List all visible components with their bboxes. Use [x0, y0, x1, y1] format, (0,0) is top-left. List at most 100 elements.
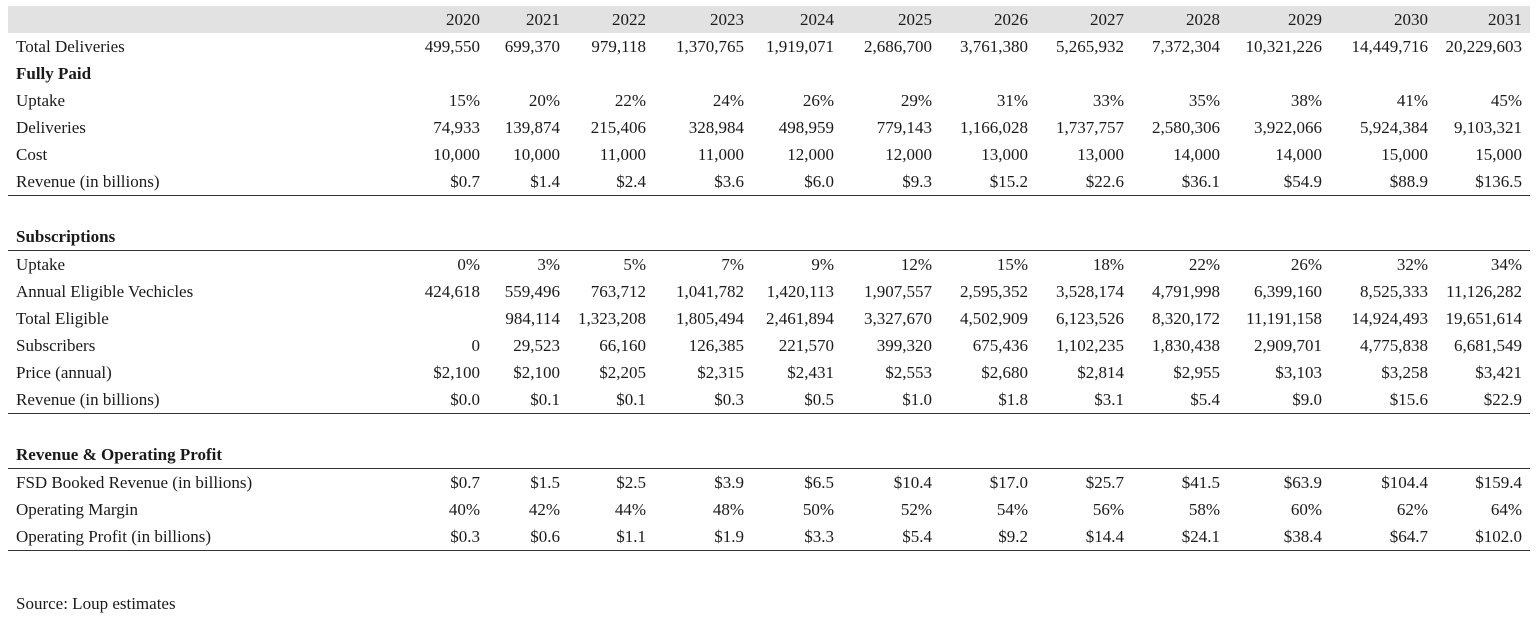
value-cell: 6,681,549 [1454, 336, 1522, 355]
revenue-profit-row: Operating Profit (in billions) $0.3 $0.6 $1… [8, 523, 1530, 551]
value-cell: 26% [802, 91, 834, 110]
value-cell: $1.8 [940, 386, 1036, 414]
value-cell: $2,315 [697, 363, 744, 382]
value-cell: $2,100 [513, 363, 560, 382]
value-cell: 5% [623, 255, 646, 274]
row-label: Subscribers [16, 336, 96, 355]
empty-cell [1132, 551, 1228, 579]
empty-cell [488, 414, 568, 442]
empty-cell [408, 223, 488, 251]
value-cell: 1,805,494 [676, 309, 744, 328]
empty-cell [568, 441, 654, 469]
value-cell: 58% [1188, 500, 1220, 519]
year-header-cell: 2024 [752, 6, 842, 33]
value-cell: $9.3 [842, 168, 940, 196]
value-cell: 7% [721, 255, 744, 274]
value-cell: 20,229,603 [1445, 37, 1523, 56]
value-cell: 6,123,526 [1056, 309, 1124, 328]
empty-cell [488, 196, 568, 224]
value-cell: 74,933 [433, 118, 480, 137]
value-cell: 14,449,716 [1351, 37, 1429, 56]
year-header-cell: 2027 [1036, 6, 1132, 33]
value-cell: $0.0 [408, 386, 488, 414]
value-cell: $2.4 [568, 168, 654, 196]
value-cell: 215,406 [590, 118, 646, 137]
value-cell: 6,399,160 [1254, 282, 1322, 301]
value-cell: 54% [996, 500, 1028, 519]
empty-cell [488, 60, 568, 87]
empty-cell [842, 196, 940, 224]
value-cell: 11,191,158 [1246, 309, 1322, 328]
empty-cell [752, 551, 842, 579]
value-cell: 699,370 [504, 37, 560, 56]
value-cell: 5,924,384 [1360, 118, 1428, 137]
spacer-row [8, 414, 1530, 442]
value-cell: 139,874 [504, 118, 560, 137]
empty-cell [842, 60, 940, 87]
value-cell: $15.6 [1330, 386, 1436, 414]
value-cell: $3.3 [752, 523, 842, 551]
revenue-profit-section-title-row: Revenue & Operating Profit [8, 441, 1530, 469]
value-cell: 979,118 [591, 37, 646, 56]
empty-cell [1036, 414, 1132, 442]
row-label: Total Deliveries [16, 37, 125, 56]
empty-cell [1228, 223, 1330, 251]
empty-cell [1228, 551, 1330, 579]
empty-cell [1132, 196, 1228, 224]
value-cell: 38% [1290, 91, 1322, 110]
fully-paid-section-title-row: Fully Paid [8, 60, 1530, 87]
year-header-cell: 2028 [1132, 6, 1228, 33]
value-cell: $3,103 [1275, 363, 1322, 382]
value-cell: $3.1 [1036, 386, 1132, 414]
year-header-row: 2020 2021 2022 2023 2024 2025 2026 2027 2028 2029… [8, 6, 1530, 33]
source-note: Source: Loup estimates [16, 594, 176, 613]
value-cell: $5.4 [1132, 386, 1228, 414]
value-cell: $41.5 [1181, 473, 1220, 492]
value-cell: 498,959 [778, 118, 834, 137]
value-cell [408, 305, 488, 332]
value-cell: 15% [996, 255, 1028, 274]
value-cell: 3,922,066 [1254, 118, 1322, 137]
value-cell: 48% [712, 500, 744, 519]
value-cell: $6.5 [804, 473, 834, 492]
empty-cell [842, 551, 940, 579]
row-label: Revenue (in billions) [8, 386, 408, 414]
fully-paid-row: Deliveries 74,933 139,874 215,406 328,984 498… [8, 114, 1530, 141]
value-cell: $5.4 [842, 523, 940, 551]
value-cell: $2,680 [981, 363, 1028, 382]
value-cell: $2,431 [787, 363, 834, 382]
value-cell: 10,321,226 [1245, 37, 1323, 56]
empty-cell [940, 414, 1036, 442]
revenue-profit-row: Operating Margin 40% 42% 44% 48% 50% 52% 54% 56%… [8, 496, 1530, 523]
empty-cell [842, 414, 940, 442]
value-cell: 2,461,894 [766, 309, 834, 328]
subscriptions-row: Subscribers 0 29,523 66,160 126,385 221,570 39… [8, 332, 1530, 359]
source-row: Source: Loup estimates [8, 578, 1530, 617]
empty-cell [1436, 551, 1530, 579]
value-cell: 11,000 [599, 145, 646, 164]
value-cell: $10.4 [893, 473, 932, 492]
empty-cell [654, 551, 752, 579]
value-cell: 0% [457, 255, 480, 274]
year-header-cell: 2026 [940, 6, 1036, 33]
value-cell: 3,761,380 [960, 37, 1028, 56]
value-cell: $3,258 [1381, 363, 1428, 382]
value-cell: $1.0 [842, 386, 940, 414]
row-label: Revenue (in billions) [8, 168, 408, 196]
empty-cell [752, 196, 842, 224]
value-cell: $36.1 [1132, 168, 1228, 196]
value-cell: 22% [614, 91, 646, 110]
row-label: Operating Profit (in billions) [8, 523, 408, 551]
subscriptions-row: Revenue (in billions) $0.0 $0.1 $0.1 $0.3 $0.… [8, 386, 1530, 414]
value-cell: 15,000 [1381, 145, 1428, 164]
row-label: Uptake [16, 91, 66, 110]
value-cell: $0.1 [488, 386, 568, 414]
value-cell: 29,523 [513, 336, 560, 355]
value-cell: 1,102,235 [1056, 336, 1124, 355]
empty-cell [654, 196, 752, 224]
fully-paid-row: Cost 10,000 10,000 11,000 11,000 12,000 12,000… [8, 141, 1530, 168]
value-cell: 1,420,113 [766, 282, 834, 301]
value-cell: 52% [900, 500, 932, 519]
empty-cell [842, 441, 940, 469]
value-cell: 1,737,757 [1056, 118, 1124, 137]
